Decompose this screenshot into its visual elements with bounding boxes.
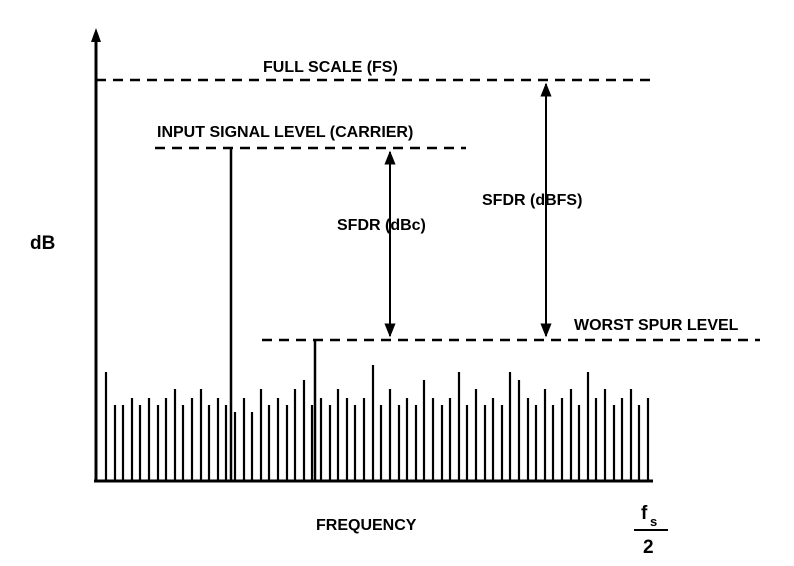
- y-axis-label: dB: [30, 233, 55, 254]
- full-scale-label: FULL SCALE (FS): [263, 59, 398, 76]
- fs-denominator: 2: [643, 537, 654, 558]
- sfdr-dbfs-label: SFDR (dBFS): [482, 192, 582, 209]
- y-axis-arrowhead: [91, 28, 101, 42]
- fs-numerator: f: [641, 503, 648, 524]
- noise-spurs: [104, 365, 650, 481]
- sfdr-dbc-label: SFDR (dBc): [337, 217, 426, 234]
- x-axis-label: FREQUENCY: [316, 517, 417, 534]
- fs-over-2-label: f s 2: [634, 503, 668, 558]
- worst-spur-label: WORST SPUR LEVEL: [574, 317, 739, 334]
- input-signal-label: INPUT SIGNAL LEVEL (CARRIER): [157, 124, 413, 141]
- fs-subscript: s: [650, 514, 657, 529]
